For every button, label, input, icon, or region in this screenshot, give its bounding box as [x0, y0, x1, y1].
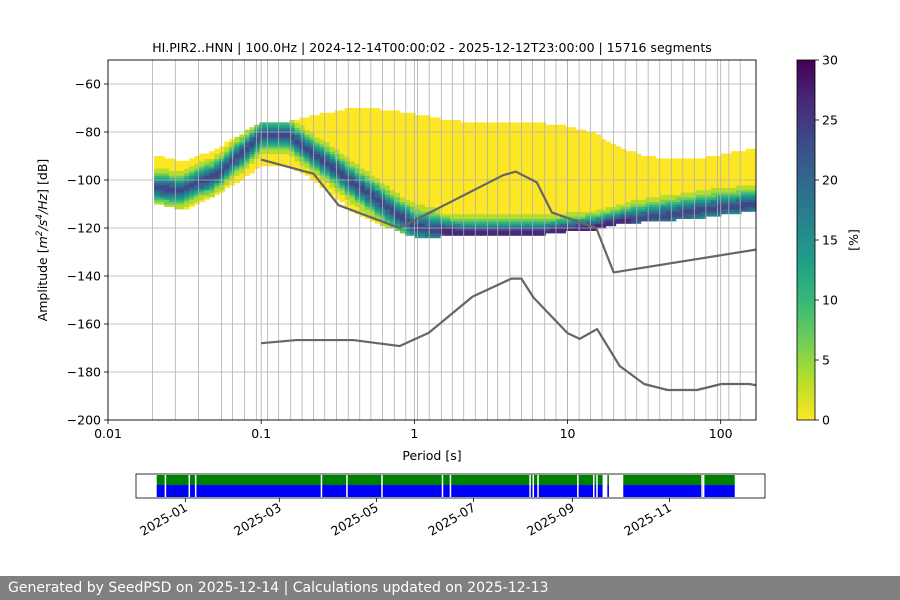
timeline-gap: [164, 475, 167, 497]
timeline-gap: [188, 475, 191, 497]
timeline-frame: [135, 473, 766, 499]
noise-models: [260, 158, 756, 392]
y-axis-label-s: /s: [35, 219, 50, 231]
colorbar: 0 5 10 15 20 25 30 [%]: [796, 53, 861, 428]
x-axis-label: Period [s]: [402, 448, 461, 463]
timeline-gap: [194, 475, 197, 497]
psd-plot-area: 0.01 0.1 1 10 100 −200 −180 −160 −140 −120 −100 −8…: [67, 59, 757, 441]
y-tick-label: −180: [67, 365, 101, 380]
footer-bar: Generated by SeedPSD on 2025-12-14 | Cal…: [0, 576, 900, 600]
timeline-gap: [702, 475, 705, 497]
timeline-tick-label: 2025-05: [328, 500, 381, 539]
y-tick-label: −160: [67, 317, 101, 332]
timeline-gap: [346, 475, 348, 497]
x-tick-label: 1: [410, 426, 418, 441]
plot-background: [108, 60, 756, 420]
timeline-span-upper: [623, 475, 735, 485]
timeline-gap: [441, 475, 444, 497]
y-tick-label: −200: [67, 413, 101, 428]
timeline-span-lower: [623, 485, 735, 497]
nhnm-curve: [260, 158, 756, 274]
y-axis-label: Amplitude [m2/s4/Hz] [dB]: [35, 159, 50, 322]
timeline-gap: [381, 475, 383, 497]
y-axis-label-prefix: Amplitude [: [35, 248, 50, 321]
colorbar-label: [%]: [846, 229, 861, 251]
timeline-gap: [449, 475, 452, 497]
colorbar-ticks: 0 5 10 15 20 25 30: [815, 53, 838, 428]
y-axis-label-suffix: ] [dB]: [35, 159, 50, 194]
y-axis-label-sup4: 4: [35, 214, 45, 220]
x-tick-label: 0.1: [251, 426, 271, 441]
colorbar-tick-label: 25: [822, 113, 838, 128]
nlnm-curve: [261, 277, 756, 392]
timeline-gap: [537, 475, 539, 497]
timeline-span-upper: [607, 475, 609, 485]
y-tick-label: −120: [67, 221, 101, 236]
y-tick-label: −60: [75, 77, 101, 92]
plot-grid: [108, 60, 756, 420]
colorbar-tick-label: 0: [822, 413, 830, 428]
y-tick-label: −140: [67, 269, 101, 284]
timeline-tick-label: 2025-01: [137, 500, 190, 539]
figure: HI.PIR2..HNN | 100.0Hz | 2024-12-14T00:0…: [35, 40, 861, 539]
footer-text: Generated by SeedPSD on 2025-12-14 | Cal…: [8, 580, 549, 596]
y-tick-label: −100: [67, 173, 101, 188]
y-axis-label-m: m: [35, 236, 50, 248]
psd-density-heatmap: [154, 108, 756, 239]
x-tick-label: 0.01: [94, 426, 122, 441]
y-tick-label: −80: [75, 125, 101, 140]
colorbar-tick-label: 30: [822, 53, 838, 68]
x-axis-ticks: 0.01 0.1 1 10 100: [94, 420, 733, 441]
timeline-gap: [596, 475, 598, 497]
plot-frame: [107, 59, 757, 421]
timeline-span-lower: [607, 485, 609, 497]
x-tick-label: 100: [709, 426, 733, 441]
colorbar-tick-label: 15: [822, 233, 838, 248]
timeline-tick-label: 2025-09: [524, 500, 577, 539]
data-availability-timeline: 2025-01 2025-03 2025-05 2025-07 2025-09 2025-…: [135, 473, 766, 539]
y-axis-label-sup2: 2: [35, 230, 45, 236]
timeline-ticks: 2025-01 2025-03 2025-05 2025-07 2025-09 2025-…: [137, 498, 674, 539]
x-tick-label: 10: [560, 426, 576, 441]
y-axis-label-hz: /Hz: [35, 193, 50, 215]
timeline-gap: [701, 475, 703, 497]
timeline-gap: [320, 475, 323, 497]
timeline-gap: [532, 475, 535, 497]
timeline-tick-label: 2025-03: [231, 500, 284, 539]
timeline-gap: [593, 475, 595, 497]
colorbar-tick-label: 10: [822, 293, 838, 308]
timeline-span-upper: [156, 475, 603, 485]
y-axis-ticks: −200 −180 −160 −140 −120 −100 −80 −60: [67, 77, 108, 428]
colorbar-tick-label: 20: [822, 173, 838, 188]
timeline-gap: [529, 475, 531, 497]
colorbar-tick-label: 5: [822, 353, 830, 368]
colorbar-gradient: [797, 60, 815, 420]
chart-title: HI.PIR2..HNN | 100.0Hz | 2024-12-14T00:0…: [152, 40, 712, 55]
timeline-span-lower: [156, 485, 603, 497]
timeline-bars: [156, 475, 735, 497]
timeline-tick-label: 2025-07: [425, 500, 478, 539]
timeline-gap: [577, 475, 579, 497]
timeline-tick-label: 2025-11: [621, 500, 674, 539]
